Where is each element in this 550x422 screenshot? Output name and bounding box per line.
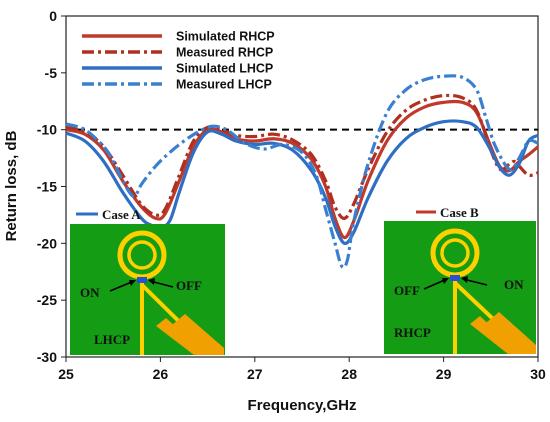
x-tick-label: 28 — [341, 366, 357, 382]
inset-a-inner-ring — [127, 240, 157, 270]
x-tick-label: 29 — [436, 366, 452, 382]
x-tick-label: 30 — [530, 366, 546, 382]
inset-b-label-right: ON — [504, 277, 524, 292]
x-axis-title: Frequency,GHz — [248, 397, 357, 414]
inset-a-label-right: OFF — [176, 278, 202, 293]
y-tick-label: -15 — [37, 179, 57, 195]
legend: Simulated RHCP Measured RHCP Simulated LHC… — [82, 30, 275, 92]
inset-a-feed-taper-2 — [156, 318, 204, 355]
y-axis-title: Return loss, dB — [3, 130, 20, 241]
series-line-measured-rhcp — [65, 93, 539, 220]
inset-b-arrowhead-left — [442, 278, 449, 284]
series-line-measured-lhcp — [65, 74, 539, 270]
inset-a-feed-taper — [166, 314, 224, 355]
inset-b-title: Case B — [440, 205, 479, 220]
inset-b-inner-ring — [440, 238, 470, 268]
y-tick-label: -25 — [37, 292, 57, 308]
inset-a-label-left: ON — [80, 285, 100, 300]
inset-a-arrowhead-left — [129, 280, 136, 286]
y-tick-label: 0 — [49, 8, 57, 24]
legend-entry: Simulated RHCP — [176, 30, 275, 44]
y-tick-label: -30 — [37, 349, 57, 365]
inset-a-arrowhead-right — [148, 278, 155, 285]
inset-b-arrowhead-right — [461, 276, 468, 283]
inset-a-label-bottom: LHCP — [94, 332, 130, 347]
inset-a-switch — [137, 277, 147, 283]
y-tick-label: -20 — [37, 235, 57, 251]
inset-b-feed-taper-2 — [470, 316, 518, 354]
legend-entry: Simulated LHCP — [176, 62, 273, 76]
y-axis: 0 -5 -10 -15 -20 -25 -30 — [37, 8, 66, 365]
legend-entry: Measured LHCP — [176, 78, 272, 92]
inset-b-feed-taper — [480, 312, 536, 354]
inset-b-label-left: OFF — [394, 283, 420, 298]
x-tick-label: 26 — [153, 366, 169, 382]
inset-case-a: ON OFF LHCP — [70, 224, 225, 355]
inset-b-switch — [450, 275, 460, 281]
y-tick-label: -5 — [45, 65, 58, 81]
y-tick-label: -10 — [37, 122, 57, 138]
x-axis: 25 26 27 28 29 30 — [58, 357, 546, 382]
inset-case-b: OFF ON RHCP — [384, 221, 536, 354]
inset-a-title: Case A — [102, 207, 141, 222]
inset-b-label-bottom: RHCP — [394, 325, 431, 340]
legend-entry: Measured RHCP — [176, 46, 273, 60]
x-tick-label: 25 — [58, 366, 74, 382]
x-tick-label: 27 — [247, 366, 263, 382]
